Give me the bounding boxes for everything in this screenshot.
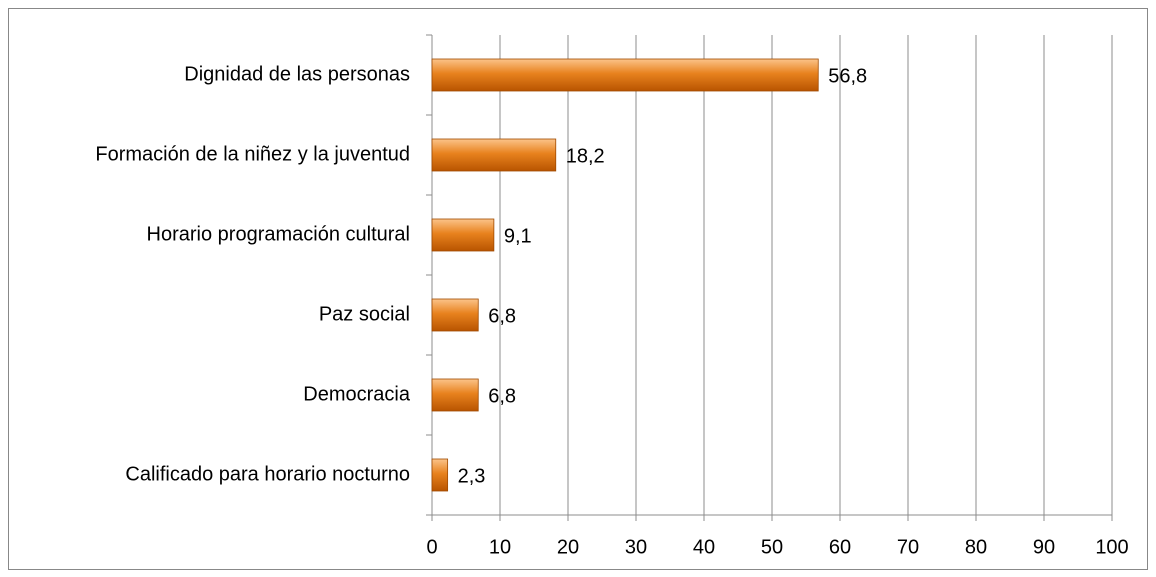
x-tick-label: 100 — [1095, 536, 1128, 558]
bar — [431, 218, 495, 252]
x-tick-label: 10 — [489, 536, 511, 558]
data-label: 2,3 — [458, 465, 486, 487]
y-tick-label: Democracia — [303, 383, 411, 405]
y-tick-label: Formación de la niñez y la juventud — [95, 143, 410, 165]
x-tick-label: 30 — [625, 536, 647, 558]
x-tick-label: 50 — [761, 536, 783, 558]
data-label: 56,8 — [828, 65, 867, 87]
x-tick-label: 0 — [426, 536, 437, 558]
x-tick-label: 70 — [897, 536, 919, 558]
x-tick-label: 80 — [965, 536, 987, 558]
data-label: 6,8 — [488, 305, 516, 327]
data-label: 9,1 — [504, 225, 532, 247]
bar — [431, 458, 449, 492]
bar — [431, 58, 819, 92]
y-tick-label: Dignidad de las personas — [184, 63, 410, 85]
bar — [431, 378, 479, 412]
y-tick-label: Calificado para horario nocturno — [125, 463, 410, 485]
x-tick-label: 20 — [557, 536, 579, 558]
bar — [431, 138, 557, 172]
data-label: 18,2 — [566, 145, 605, 167]
x-tick-label: 90 — [1033, 536, 1055, 558]
y-tick-label: Horario programación cultural — [147, 223, 410, 245]
x-tick-label: 60 — [829, 536, 851, 558]
chart-border — [8, 8, 1148, 570]
x-tick-label: 40 — [693, 536, 715, 558]
data-label: 6,8 — [488, 385, 516, 407]
bar — [431, 298, 479, 332]
y-tick-label: Paz social — [319, 303, 410, 325]
